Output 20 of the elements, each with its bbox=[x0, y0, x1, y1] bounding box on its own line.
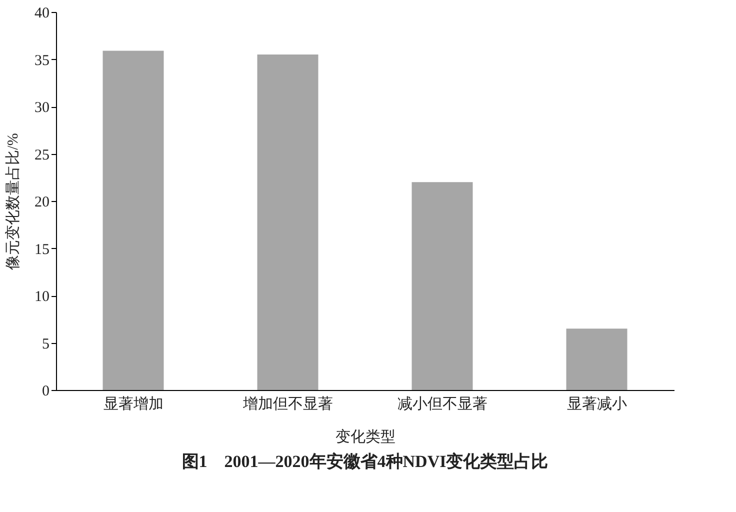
bar bbox=[566, 328, 628, 390]
y-tick-label: 30 bbox=[34, 100, 50, 116]
y-tick-label: 0 bbox=[42, 384, 50, 400]
x-tick-label: 减小但不显著 bbox=[397, 396, 488, 412]
y-tick-label: 25 bbox=[34, 147, 50, 164]
y-tick-label: 20 bbox=[34, 194, 50, 210]
x-axis-title: 变化类型 bbox=[336, 428, 396, 446]
x-tick-label: 显著减小 bbox=[566, 396, 627, 412]
y-tick-label: 40 bbox=[34, 6, 50, 22]
y-tick-label: 5 bbox=[42, 336, 50, 352]
text: 图1 2001—2020年安徽省4种NDVI变化类型占比 bbox=[182, 452, 548, 471]
bar bbox=[257, 54, 318, 390]
x-tick-label: 显著增加 bbox=[103, 396, 164, 412]
bar bbox=[102, 50, 164, 390]
bar bbox=[412, 182, 473, 390]
x-tick-label: 增加但不显著 bbox=[242, 396, 333, 412]
y-tick-label: 35 bbox=[34, 52, 50, 69]
y-axis-title: 像元变化数量占比/% bbox=[4, 133, 22, 270]
y-tick-label: 10 bbox=[34, 289, 50, 305]
y-tick-label: 15 bbox=[34, 242, 50, 258]
